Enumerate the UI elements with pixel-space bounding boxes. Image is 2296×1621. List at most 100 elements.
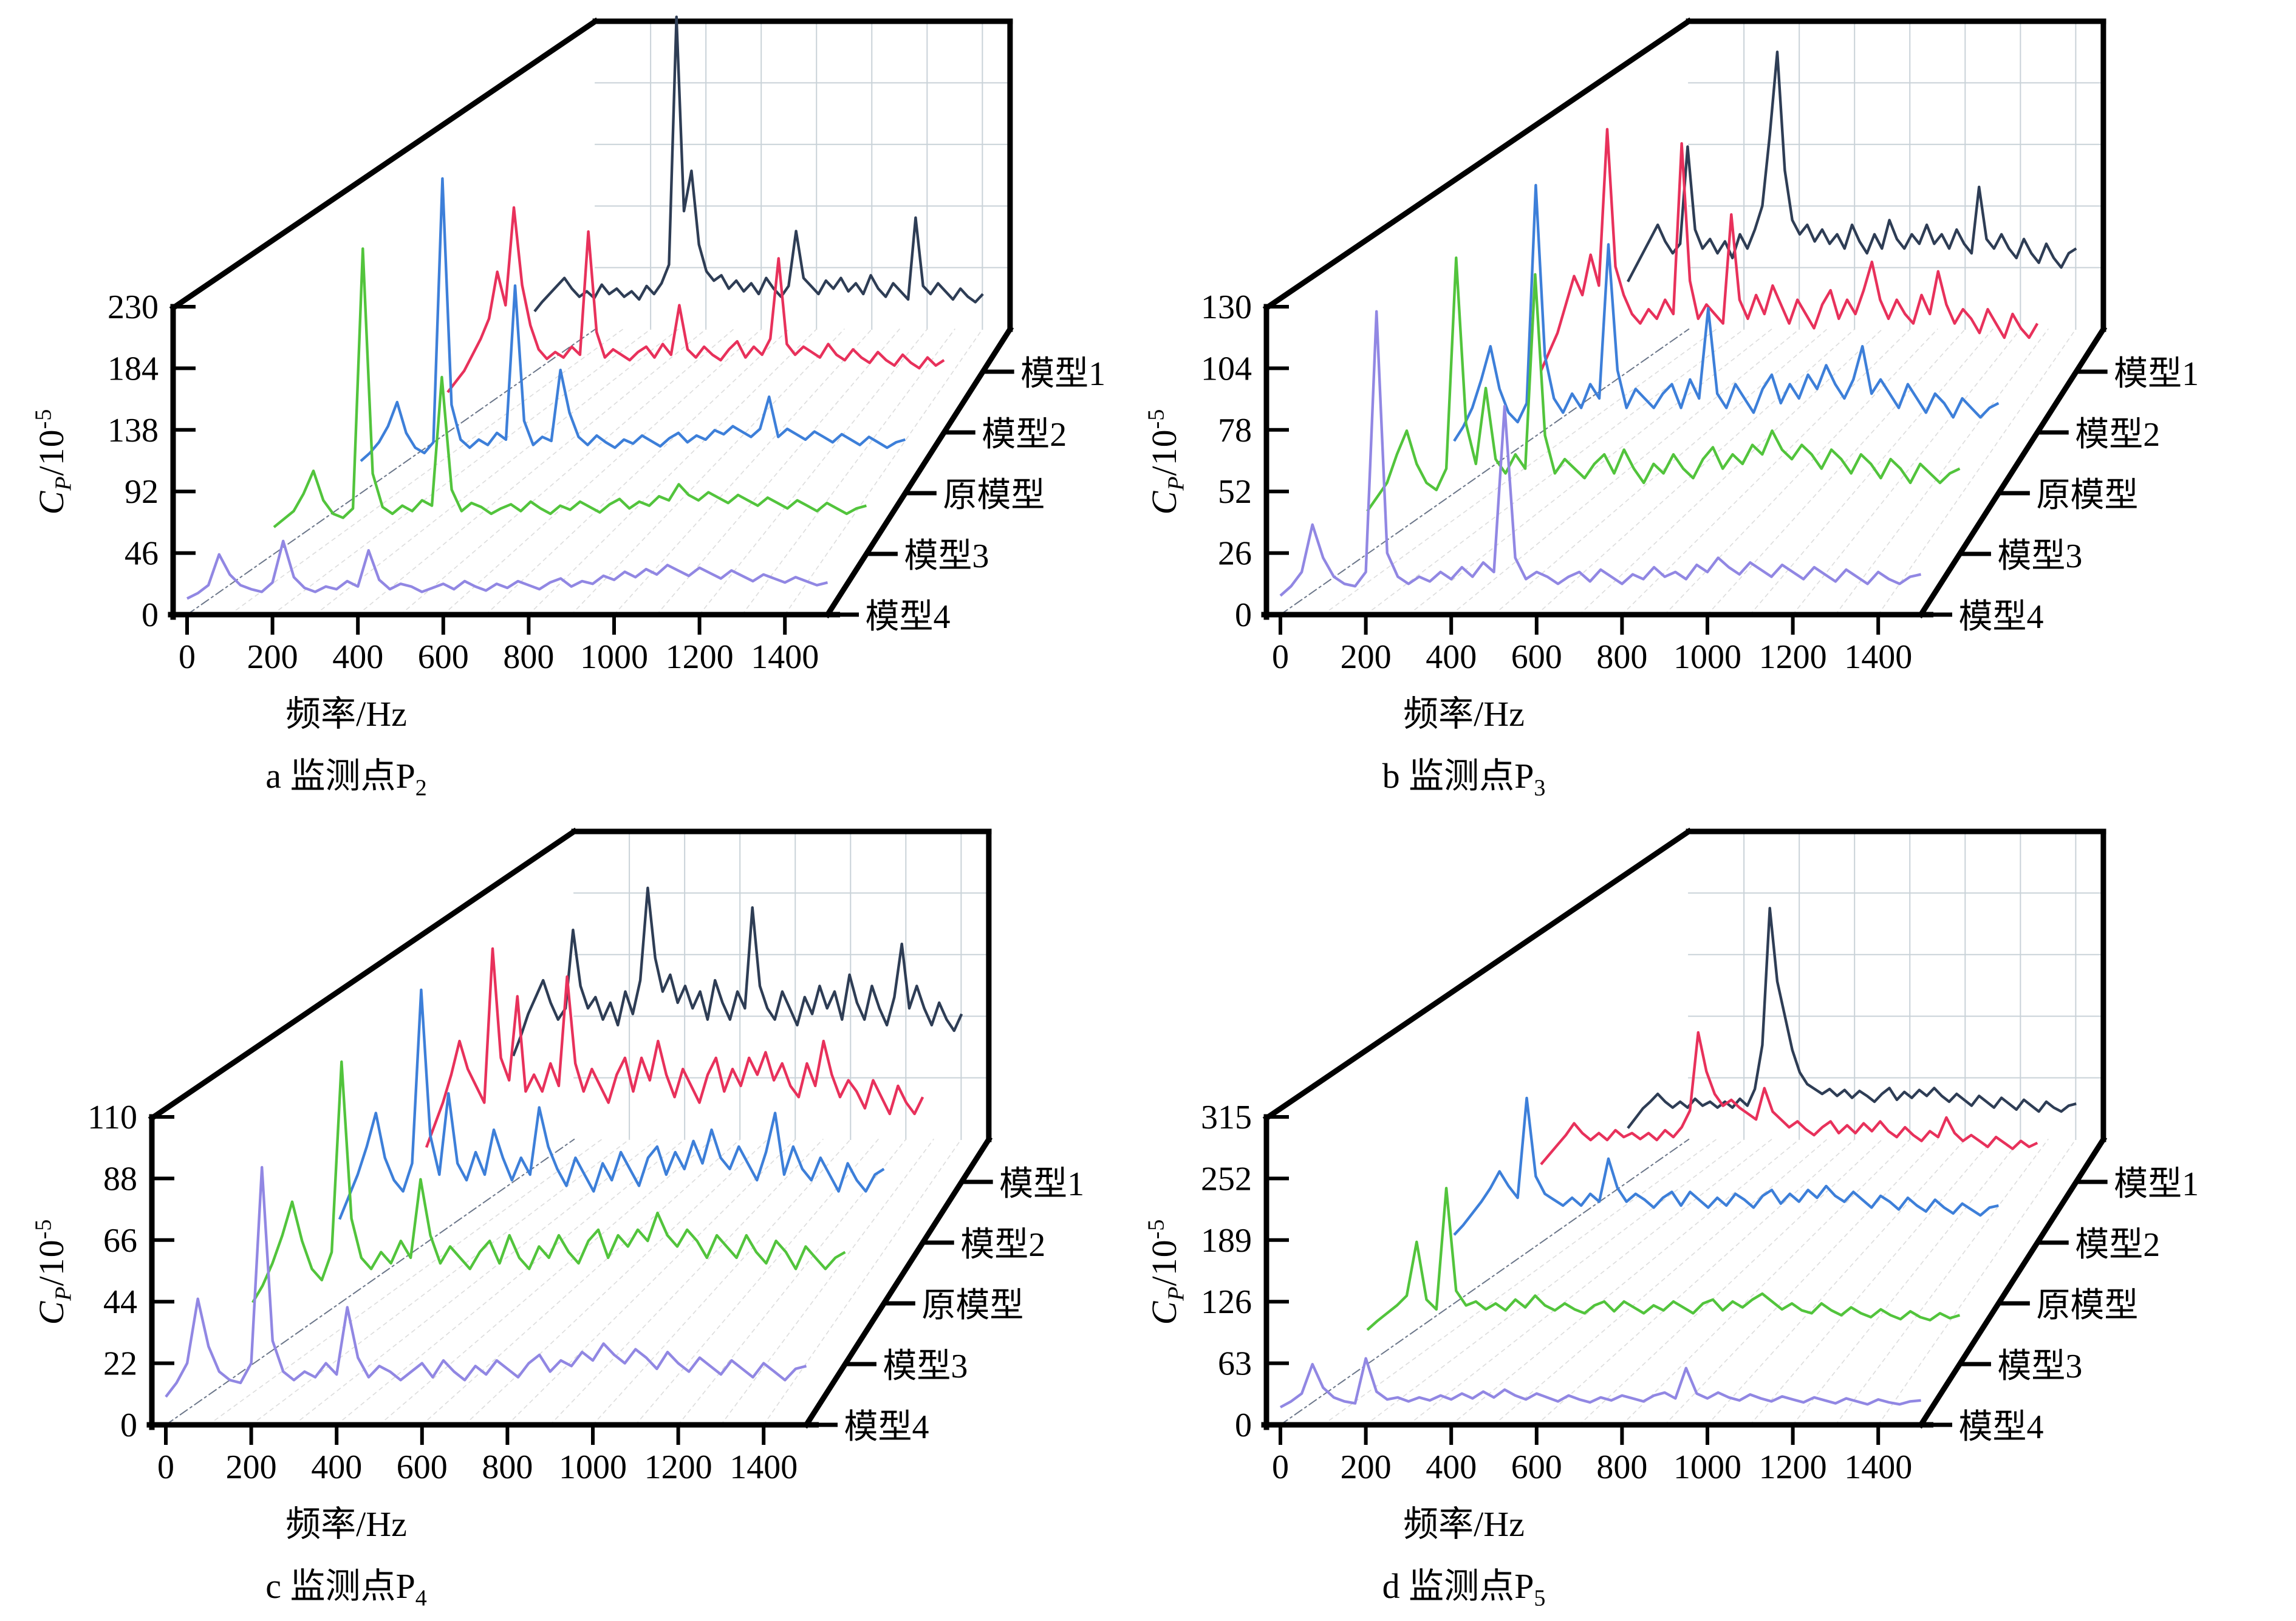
xtick-label: 0 xyxy=(157,1449,174,1486)
series-axis: 模型4 模型3 原模型 模型2 模型1 xyxy=(802,1135,1084,1446)
series-原模型 xyxy=(1453,1096,1999,1236)
series-模型4 xyxy=(1279,1357,1921,1408)
x-axis-title-d: 频率/Hz xyxy=(1403,1504,1525,1544)
series-label-原模型: 原模型 xyxy=(2036,477,2138,514)
ytick-label: 0 xyxy=(1235,1407,1252,1444)
xtick-label: 1000 xyxy=(1673,1449,1741,1486)
back-wall-grid xyxy=(1688,21,2104,330)
y-axis-title-a: CP/10-5 xyxy=(30,408,77,515)
waterfall-plot-c: 模型4 模型3 原模型 模型2 模型1 0 22 44 66 88 110 0 200 400 600 800… xyxy=(87,827,1084,1486)
ytick-label: 184 xyxy=(108,350,159,387)
z-axis: 0 22 44 66 88 110 xyxy=(87,1099,174,1444)
ytick-label: 0 xyxy=(120,1407,137,1444)
series-模型1 xyxy=(533,15,984,313)
x-axis-title-b: 频率/Hz xyxy=(1403,694,1525,734)
waterfall-plot-d: 模型4 模型3 原模型 模型2 模型1 0 63 126 189 252 315 0 200 400 600… xyxy=(1201,827,2199,1486)
plot-root-d: 模型4 模型3 原模型 模型2 模型1 0 63 126 189 252 315 0 200 400 600… xyxy=(1201,827,2199,1486)
caption-c: c 监测点P4 xyxy=(265,1566,427,1611)
xtick-label: 1400 xyxy=(1844,638,1912,676)
series-模型4 xyxy=(1279,310,1921,597)
series-原模型 xyxy=(338,988,885,1220)
z-axis: 0 46 92 138 184 230 xyxy=(108,288,196,634)
series-模型2 xyxy=(425,947,924,1148)
ytick-label: 252 xyxy=(1201,1160,1252,1198)
xtick-label: 0 xyxy=(1272,638,1289,676)
series-模型3 xyxy=(251,1060,846,1303)
y-axis-title-d: CP/10-5 xyxy=(1143,1218,1189,1325)
ytick-label: 52 xyxy=(1218,473,1252,511)
series-label-模型4: 模型4 xyxy=(1959,598,2044,636)
ytick-label: 78 xyxy=(1218,412,1252,449)
xtick-label: 1200 xyxy=(644,1449,712,1486)
back-wall-grid xyxy=(595,21,1011,330)
xtick-label: 400 xyxy=(332,638,383,676)
floor-gridlines xyxy=(1322,1138,2104,1426)
floor-gridlines xyxy=(208,1138,989,1426)
series-label-模型2: 模型2 xyxy=(982,416,1067,454)
caption-b: b 监测点P3 xyxy=(1382,756,1546,801)
ytick-label: 46 xyxy=(125,535,159,573)
series-模型1 xyxy=(1627,907,2077,1129)
xtick-label: 600 xyxy=(397,1449,448,1486)
xtick-label: 600 xyxy=(418,638,469,676)
x-axis-title-a: 频率/Hz xyxy=(285,694,407,734)
xtick-label: 400 xyxy=(1426,638,1477,676)
series-label-模型3: 模型3 xyxy=(883,1348,968,1385)
x-axis: 0 200 400 600 800 1000 1200 1400 xyxy=(1261,612,1933,676)
series-label-模型3: 模型3 xyxy=(1997,537,2082,575)
plot-frame xyxy=(1262,827,2106,1142)
series-模型2 xyxy=(1539,128,2039,372)
xtick-label: 200 xyxy=(247,638,298,676)
series-axis: 模型4 模型3 原模型 模型2 模型1 xyxy=(1917,1135,2199,1446)
series-label-原模型: 原模型 xyxy=(2036,1287,2138,1325)
xtick-label: 1000 xyxy=(559,1449,627,1486)
xtick-label: 800 xyxy=(1596,638,1647,676)
ytick-label: 88 xyxy=(103,1160,137,1198)
xtick-label: 800 xyxy=(503,638,554,676)
ytick-label: 138 xyxy=(108,412,159,449)
caption-d: d 监测点P5 xyxy=(1382,1566,1546,1611)
ytick-label: 110 xyxy=(87,1099,137,1136)
series-label-原模型: 原模型 xyxy=(943,477,1045,514)
xtick-label: 1200 xyxy=(1759,638,1827,676)
ytick-label: 0 xyxy=(1235,596,1252,634)
x-axis: 0 200 400 600 800 1000 1200 1400 xyxy=(168,612,840,676)
series-模型3 xyxy=(273,247,867,528)
x-axis: 0 200 400 600 800 1000 1200 1400 xyxy=(146,1422,819,1486)
xtick-label: 800 xyxy=(482,1449,533,1486)
series-模型4 xyxy=(165,1165,807,1398)
xtick-label: 400 xyxy=(311,1449,362,1486)
xtick-label: 1000 xyxy=(1673,638,1741,676)
series-label-模型1: 模型1 xyxy=(2114,1165,2199,1203)
x-axis: 0 200 400 600 800 1000 1200 1400 xyxy=(1261,1422,1933,1486)
plot-root-b: 模型4 模型3 原模型 模型2 模型1 0 26 52 78 104 130 0 200 400 600 80… xyxy=(1201,17,2199,676)
subplot-a: 模型4 模型3 原模型 模型2 模型1 0 46 92 138 184 230 0 200 400 600 8… xyxy=(0,0,1148,810)
series-模型3 xyxy=(1366,256,1961,513)
z-axis: 0 26 52 78 104 130 xyxy=(1201,288,1289,634)
y-axis-title-c: CP/10-5 xyxy=(30,1218,77,1325)
back-wall-grid xyxy=(573,831,989,1140)
series-axis: 模型4 模型3 原模型 模型2 模型1 xyxy=(824,325,1105,636)
subplot-c: 模型4 模型3 原模型 模型2 模型1 0 22 44 66 88 110 0 200 400 600 800… xyxy=(0,810,1148,1620)
plot-frame xyxy=(148,827,992,1142)
series-label-模型2: 模型2 xyxy=(2075,416,2160,454)
series-label-模型1: 模型1 xyxy=(999,1165,1084,1203)
xtick-label: 200 xyxy=(226,1449,277,1486)
y-axis-title-b: CP/10-5 xyxy=(1143,408,1189,515)
series-模型1 xyxy=(511,886,963,1057)
plot-frame xyxy=(169,17,1013,332)
series-axis: 模型4 模型3 原模型 模型2 模型1 xyxy=(1917,325,2199,636)
ytick-label: 104 xyxy=(1201,350,1252,387)
plot-root-a: 模型4 模型3 原模型 模型2 模型1 0 46 92 138 184 230 0 200 400 600 8… xyxy=(108,15,1105,676)
series-label-模型4: 模型4 xyxy=(866,598,951,636)
xtick-label: 400 xyxy=(1426,1449,1477,1486)
ytick-label: 189 xyxy=(1201,1222,1252,1260)
z-axis: 0 63 126 189 252 315 xyxy=(1201,1099,1289,1444)
xtick-label: 200 xyxy=(1341,1449,1392,1486)
series-label-模型1: 模型1 xyxy=(1020,355,1105,393)
waterfall-plot-b: 模型4 模型3 原模型 模型2 模型1 0 26 52 78 104 130 0 200 400 600 80… xyxy=(1201,17,2199,676)
xtick-label: 1200 xyxy=(666,638,734,676)
xtick-label: 600 xyxy=(1511,638,1562,676)
xtick-label: 1400 xyxy=(729,1449,798,1486)
